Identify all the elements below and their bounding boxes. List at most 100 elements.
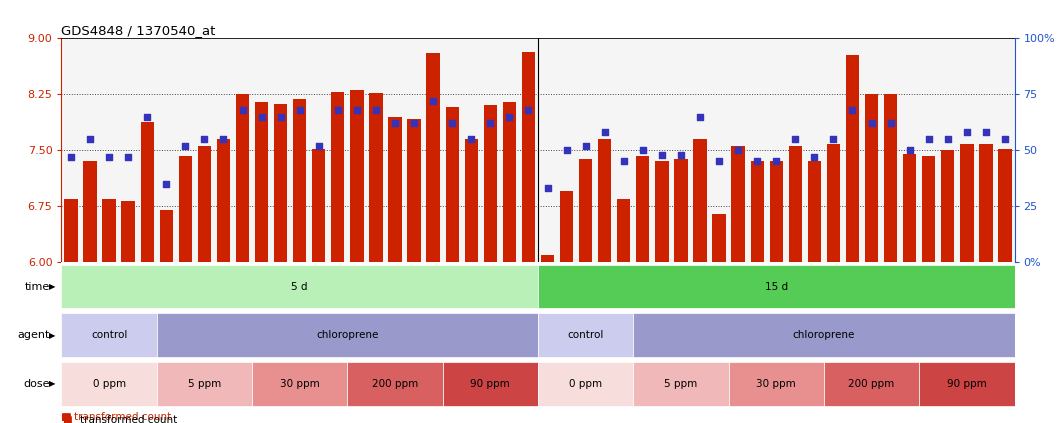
Bar xyxy=(293,99,306,262)
Point xyxy=(844,107,861,113)
Text: transformed count: transformed count xyxy=(80,415,178,423)
Bar xyxy=(443,362,538,406)
Point xyxy=(139,113,156,120)
Bar xyxy=(157,362,252,406)
Bar xyxy=(770,162,783,262)
Bar xyxy=(865,94,878,262)
Point xyxy=(901,147,918,154)
Point xyxy=(120,154,137,160)
Point xyxy=(634,147,651,154)
Bar xyxy=(884,94,897,262)
Point xyxy=(711,158,728,165)
Point xyxy=(768,158,785,165)
Bar xyxy=(713,214,725,262)
Point xyxy=(101,154,118,160)
Bar xyxy=(217,139,230,262)
Bar xyxy=(541,255,554,262)
Bar xyxy=(824,362,919,406)
Point xyxy=(501,113,518,120)
Bar xyxy=(198,146,211,262)
Bar xyxy=(694,139,706,262)
Text: 5 d: 5 d xyxy=(291,282,308,291)
Bar xyxy=(675,159,687,262)
Bar xyxy=(179,156,192,262)
Text: chloroprene: chloroprene xyxy=(317,330,378,340)
Bar xyxy=(633,313,1015,357)
Point xyxy=(672,151,689,158)
Point xyxy=(882,120,899,126)
Point xyxy=(482,120,499,126)
Bar xyxy=(465,139,478,262)
Bar xyxy=(160,210,173,262)
Text: control: control xyxy=(568,330,604,340)
Point xyxy=(406,120,423,126)
Point xyxy=(520,107,537,113)
Point xyxy=(367,107,384,113)
Point xyxy=(920,135,937,142)
Text: ▶: ▶ xyxy=(49,379,56,388)
Text: control: control xyxy=(91,330,127,340)
Bar xyxy=(484,105,497,262)
Point xyxy=(939,135,956,142)
Point xyxy=(425,97,442,104)
Bar xyxy=(636,156,649,262)
Bar xyxy=(538,265,1015,308)
Text: 5 ppm: 5 ppm xyxy=(187,379,221,389)
Bar xyxy=(980,144,992,262)
Point xyxy=(749,158,766,165)
Point xyxy=(653,151,670,158)
Bar xyxy=(999,148,1011,262)
Bar xyxy=(274,104,287,262)
Text: ▶: ▶ xyxy=(49,282,56,291)
Point xyxy=(863,120,880,126)
Text: 90 ppm: 90 ppm xyxy=(947,379,987,389)
Text: dose: dose xyxy=(23,379,50,389)
Point xyxy=(558,147,575,154)
Bar xyxy=(941,150,954,262)
Text: ▶: ▶ xyxy=(49,331,56,340)
Bar xyxy=(61,265,538,308)
Bar xyxy=(538,362,633,406)
Point xyxy=(234,107,251,113)
Bar xyxy=(61,313,157,357)
Text: chloroprene: chloroprene xyxy=(793,330,855,340)
Bar xyxy=(751,162,764,262)
Text: 5 ppm: 5 ppm xyxy=(664,379,698,389)
Point xyxy=(62,154,79,160)
Bar xyxy=(633,362,729,406)
Point xyxy=(387,120,403,126)
Bar xyxy=(65,199,77,262)
Bar xyxy=(157,313,538,357)
Text: 15 d: 15 d xyxy=(765,282,788,291)
Bar xyxy=(961,144,973,262)
Bar xyxy=(408,119,420,262)
Point xyxy=(177,142,194,149)
Bar xyxy=(598,139,611,262)
Bar xyxy=(370,93,382,262)
Bar xyxy=(827,144,840,262)
Text: time: time xyxy=(24,282,50,291)
Point xyxy=(329,107,346,113)
Point xyxy=(348,107,365,113)
Text: ■: ■ xyxy=(61,412,71,423)
Point xyxy=(158,181,175,187)
Bar xyxy=(427,53,439,262)
Bar xyxy=(141,122,154,262)
Point xyxy=(806,154,823,160)
Point xyxy=(539,185,556,192)
Text: ■: ■ xyxy=(62,415,72,423)
Bar xyxy=(122,201,134,262)
Bar xyxy=(236,94,249,262)
Text: 30 ppm: 30 ppm xyxy=(756,379,796,389)
Point xyxy=(977,129,994,136)
Bar xyxy=(656,162,668,262)
Point xyxy=(253,113,270,120)
Text: agent: agent xyxy=(18,330,50,340)
Point xyxy=(787,135,804,142)
Bar xyxy=(351,91,363,262)
Bar xyxy=(347,362,443,406)
Point xyxy=(291,107,308,113)
Bar xyxy=(103,199,115,262)
Point xyxy=(444,120,461,126)
Bar xyxy=(255,102,268,262)
